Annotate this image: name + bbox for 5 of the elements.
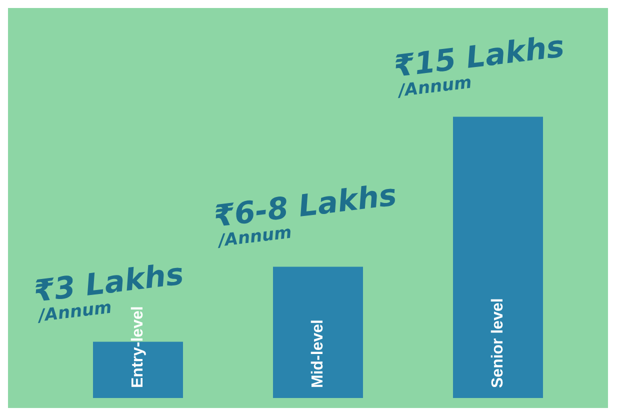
x-tick-label: Entry-level (129, 306, 146, 388)
data-label: ₹15 Lakhs /Annum (392, 29, 566, 102)
data-label: ₹6-8 Lakhs /Annum (212, 178, 399, 252)
x-tick-label: Senior level (489, 298, 506, 388)
x-tick-label: Mid-level (309, 320, 326, 388)
